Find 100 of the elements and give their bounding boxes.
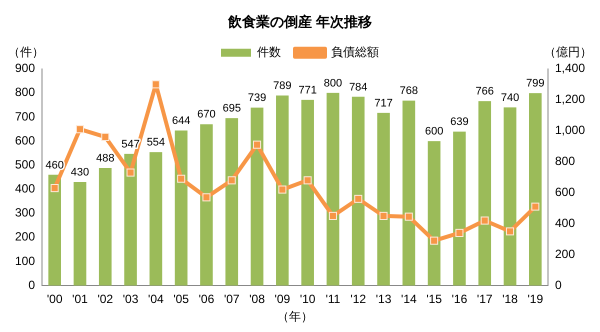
bar	[48, 174, 61, 286]
y-tick-label: 700	[14, 109, 36, 124]
bar	[504, 107, 516, 286]
bar	[478, 101, 492, 286]
point	[152, 80, 160, 88]
y-tick-label: 0	[28, 278, 36, 292]
bar	[428, 141, 440, 286]
point	[278, 186, 286, 194]
data-label: 800	[324, 77, 342, 90]
point	[506, 227, 514, 236]
bar	[528, 93, 542, 286]
y2-tick-label: 1,200	[554, 92, 586, 106]
data-label: 600	[424, 126, 444, 138]
bar	[174, 130, 188, 286]
data-label: 740	[500, 92, 520, 104]
data-label: 771	[298, 84, 317, 96]
point	[253, 140, 262, 149]
point	[76, 125, 84, 134]
y2-tick-label: 400	[554, 216, 576, 230]
y-tick-label: 600	[14, 133, 36, 148]
point	[531, 202, 540, 211]
point	[304, 176, 312, 184]
bar	[326, 92, 340, 286]
bar	[276, 96, 289, 286]
bar	[98, 168, 112, 286]
y2-tick-label: 1,400	[554, 61, 586, 76]
data-label: 695	[222, 102, 241, 115]
x-tick-label: '02	[97, 292, 114, 306]
bar	[402, 100, 416, 286]
bar	[250, 108, 264, 286]
x-tick-label: '16	[452, 292, 468, 306]
x-tick-label: '09	[274, 292, 290, 306]
point	[430, 236, 438, 245]
x-tick-label: '19	[528, 292, 544, 306]
x-tick-label: '11	[326, 292, 341, 306]
legend-label: 件数	[257, 45, 281, 60]
point	[328, 212, 337, 220]
data-label: 784	[349, 81, 368, 94]
bar	[301, 100, 314, 286]
x-tick-label: '00	[46, 292, 63, 306]
point	[101, 132, 110, 141]
x-tick-label: '05	[173, 292, 190, 306]
x-tick-label: '13	[376, 292, 392, 306]
y2-tick-label: 600	[554, 185, 576, 199]
bar	[352, 96, 365, 286]
y-tick-label: 300	[14, 206, 36, 220]
y-tick-label: 100	[14, 254, 36, 268]
x-tick-label: '14	[401, 292, 417, 306]
bar	[200, 124, 213, 286]
point	[177, 174, 186, 183]
y-tick-label: 800	[14, 85, 36, 100]
data-label: 799	[526, 78, 544, 90]
x-tick-label: '06	[198, 292, 215, 306]
point	[50, 184, 59, 192]
data-label: 430	[70, 166, 90, 179]
bar	[150, 152, 162, 286]
data-label: 768	[400, 85, 418, 98]
x-tick-label: '03	[122, 292, 139, 306]
data-label: 644	[172, 115, 190, 127]
point	[404, 212, 413, 221]
chart-title: 飲食業の倒産 年次推移	[227, 13, 372, 30]
y2-tick-label: 800	[554, 154, 576, 168]
bar	[377, 112, 390, 286]
data-label: 766	[476, 86, 494, 98]
x-tick-label: '10	[300, 292, 316, 306]
y2-tick-label: 200	[554, 246, 576, 261]
data-label: 670	[197, 108, 216, 121]
x-tick-label: '18	[502, 292, 518, 306]
x-tick-label: '04	[148, 292, 164, 306]
x-tick-label: '17	[476, 292, 493, 306]
y2-tick-label: 0	[554, 278, 562, 292]
y2-tick-label: 1,000	[554, 123, 586, 138]
x-tick-label: '01	[72, 292, 88, 306]
bar	[124, 154, 137, 286]
point	[354, 194, 362, 203]
y2-axis-title: （億円）	[544, 45, 592, 60]
x-axis-title: （年）	[276, 309, 313, 324]
bar	[74, 182, 86, 286]
point	[380, 212, 388, 220]
point	[126, 168, 135, 177]
bar	[225, 118, 238, 286]
x-tick-label: '12	[350, 292, 366, 306]
y-tick-label: 400	[14, 182, 36, 196]
y-tick-label: 500	[14, 157, 36, 172]
y-axis-title: （件）	[8, 45, 44, 60]
data-label: 739	[248, 92, 266, 104]
x-tick-label: '15	[426, 292, 442, 306]
data-label: 488	[96, 152, 114, 165]
y-tick-label: 900	[14, 61, 36, 76]
point	[202, 193, 210, 202]
x-tick-label: '07	[224, 292, 240, 306]
data-label: 639	[450, 116, 469, 128]
bar	[453, 132, 466, 286]
x-tick-label: '08	[249, 292, 266, 306]
legend-label: 負債総額	[331, 45, 379, 60]
point	[228, 176, 236, 184]
point	[480, 216, 489, 225]
point	[455, 228, 464, 237]
y-tick-label: 200	[14, 230, 36, 244]
data-label: 717	[374, 97, 393, 110]
